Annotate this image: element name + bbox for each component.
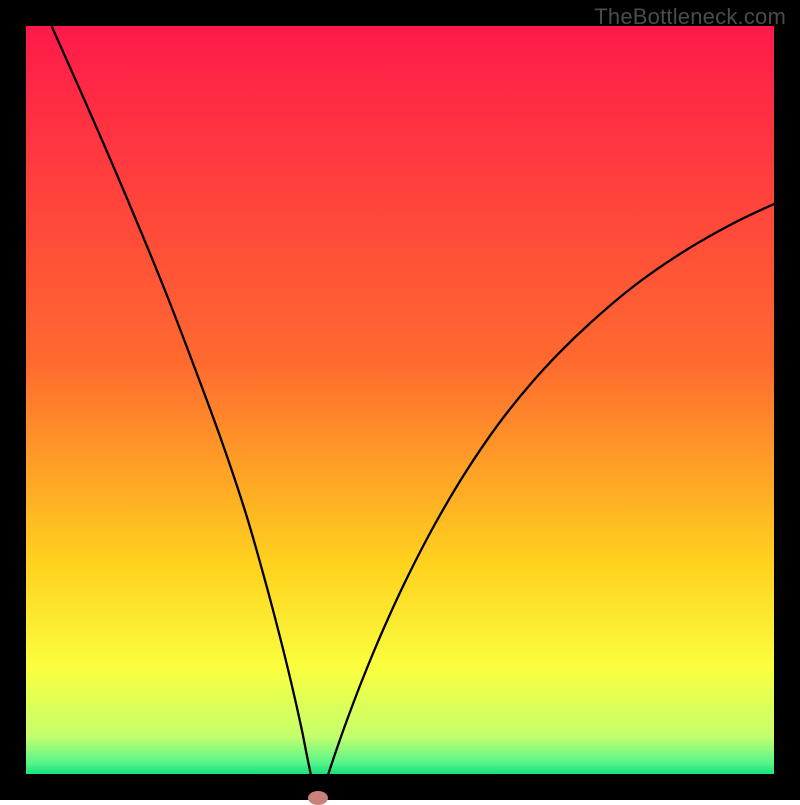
optimal-point-marker (308, 791, 328, 805)
bottleneck-curve (0, 0, 800, 800)
